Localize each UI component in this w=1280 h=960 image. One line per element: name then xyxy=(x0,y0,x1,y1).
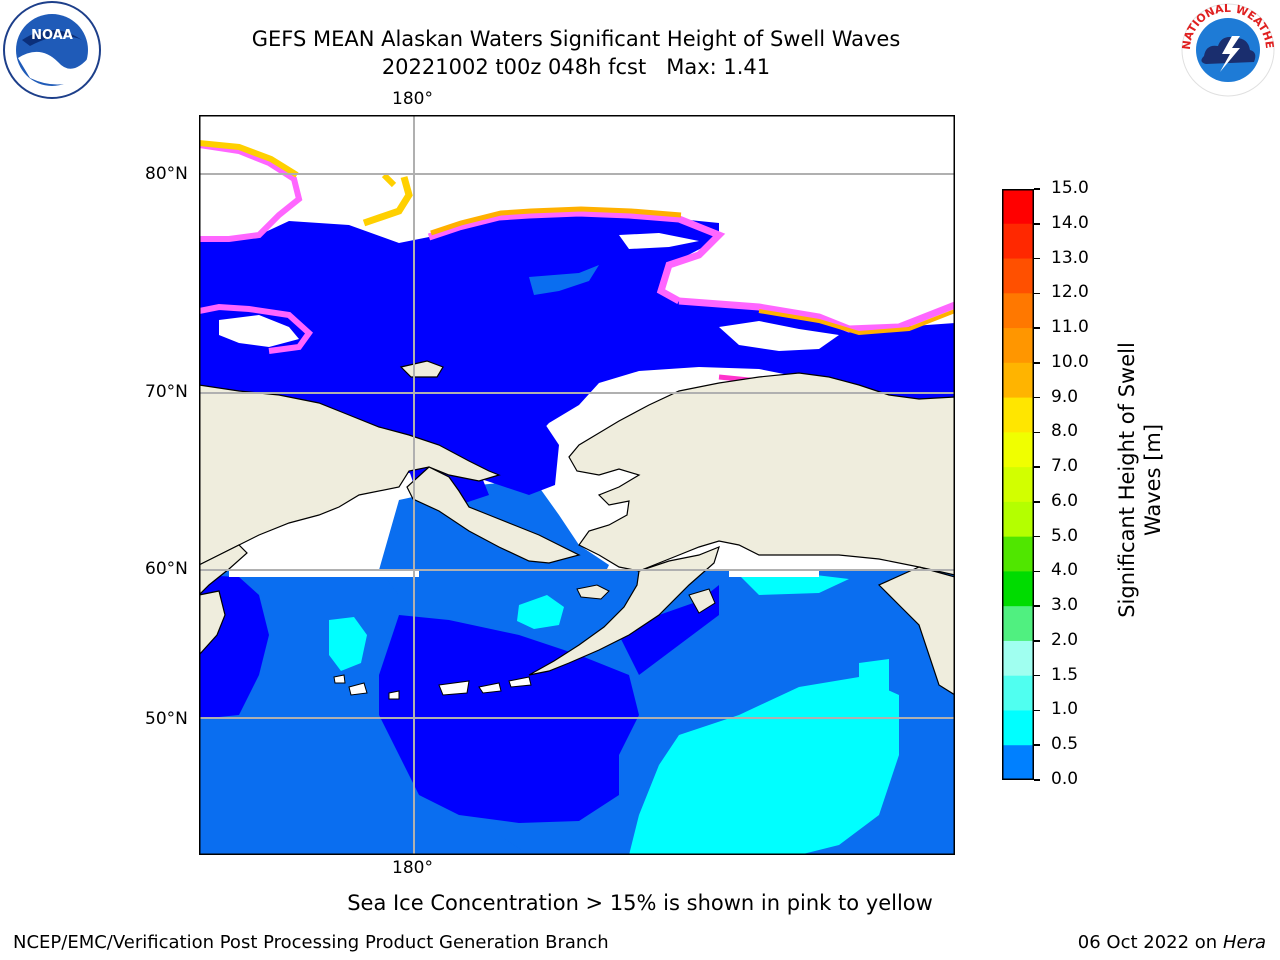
colorbar-band xyxy=(1002,362,1034,399)
colorbar-band xyxy=(1002,501,1034,538)
colorbar-band xyxy=(1002,745,1034,781)
colorbar-tick-label: 13.0 xyxy=(1051,247,1089,268)
colorbar-band xyxy=(1002,397,1034,433)
colorbar-label-line2: Waves [m] xyxy=(1141,423,1165,537)
bering-sea xyxy=(379,483,609,625)
colorbar-tick-mark xyxy=(1034,362,1040,364)
colorbar-tick-label: 3.0 xyxy=(1051,595,1079,616)
colorbar-band xyxy=(1002,328,1034,364)
colorbar-tick-label: 10.0 xyxy=(1051,351,1089,372)
graticule xyxy=(199,115,955,855)
colorbar-tick-label: 15.0 xyxy=(1051,178,1089,198)
colorbar-band xyxy=(1002,258,1034,294)
footer-date-text: 06 Oct 2022 on xyxy=(1077,932,1218,953)
colorbar-tick-mark xyxy=(1034,640,1040,642)
colorbar-band xyxy=(1002,536,1034,573)
colorbar-tick-label: 14.0 xyxy=(1051,212,1089,233)
nws-logo: NATIONAL WEATHER SERVICE xyxy=(1172,0,1280,104)
colorbar-band xyxy=(1002,189,1034,225)
colorbar-tick-label: 8.0 xyxy=(1051,421,1079,442)
colorbar-band xyxy=(1002,223,1034,260)
colorbar-band xyxy=(1002,571,1034,607)
colorbar-tick-mark xyxy=(1034,535,1040,538)
map-panel xyxy=(199,115,955,855)
colorbar-tick-label: 4.0 xyxy=(1051,560,1079,581)
colorbar-tick-mark xyxy=(1034,466,1040,468)
colorbar-tick-label: 1.5 xyxy=(1051,664,1079,685)
colorbar-tick-mark xyxy=(1034,188,1040,190)
colorbar-tick-mark xyxy=(1034,501,1040,503)
map-title: GEFS MEAN Alaskan Waters Significant Hei… xyxy=(251,27,901,51)
lat-label-60: 60°N xyxy=(145,559,188,579)
colorbar-tick-mark xyxy=(1034,605,1040,607)
colorbar-band xyxy=(1002,675,1034,712)
lat-label-50: 50°N xyxy=(145,709,188,729)
footer-host: Hera xyxy=(1222,932,1266,953)
map-subtitle: 20221002 t00z 048h fcst Max: 1.41 xyxy=(381,55,771,79)
colorbar-tick-label: 0.0 xyxy=(1051,769,1079,789)
footer-date: 06 Oct 2022 on Hera xyxy=(1078,932,1266,953)
colorbar-band xyxy=(1002,606,1034,642)
arctic-ocean xyxy=(199,213,955,475)
colorbar-tick-mark xyxy=(1034,327,1040,329)
colorbar-tick-mark xyxy=(1034,570,1040,573)
colorbar-tick-mark xyxy=(1034,779,1040,781)
siberia-land xyxy=(199,384,501,566)
noaa-logo-text: NOAA xyxy=(31,28,73,43)
colorbar-tick-mark xyxy=(1034,396,1040,399)
colorbar-tick-label: 2.0 xyxy=(1051,629,1079,650)
colorbar-tick-label: 7.0 xyxy=(1051,456,1079,477)
colorbar-label-line1: Significant Height of Swell xyxy=(1115,342,1139,618)
lon-label-bottom: 180° xyxy=(392,858,433,878)
lon-label-top: 180° xyxy=(392,89,433,109)
aleutian-islands xyxy=(333,674,532,700)
colorbar-tick-mark xyxy=(1034,744,1040,746)
colorbar-tick-label: 9.0 xyxy=(1051,386,1079,407)
colorbar-tick-mark xyxy=(1034,223,1040,225)
colorbar-band xyxy=(1002,710,1034,746)
colorbar-band xyxy=(1002,293,1034,329)
lat-label-80: 80°N xyxy=(145,164,188,184)
colorbar-tick-label: 6.0 xyxy=(1051,490,1079,511)
colorbar-tick-mark xyxy=(1034,709,1040,712)
lat-label-70: 70°N xyxy=(145,382,188,402)
sea-ice-note: Sea Ice Concentration > 15% is shown in … xyxy=(347,891,933,915)
colorbar-band xyxy=(1002,467,1034,503)
colorbar-band xyxy=(1002,640,1034,677)
colorbar-tick-mark xyxy=(1034,292,1040,295)
colorbar xyxy=(1002,189,1034,781)
colorbar-tick-label: 11.0 xyxy=(1051,317,1089,338)
colorbar-label: Significant Height of Swell Waves [m] xyxy=(1040,342,1240,618)
colorbar-ticks: 15.0 14.0 13.0 12.0 11.0 10.0 9.0 8.0 7.0 6.0 5.0 4… xyxy=(1034,178,1094,789)
footer-credit: NCEP/EMC/Verification Post Processing Pr… xyxy=(13,932,609,953)
noaa-logo: NOAA xyxy=(0,0,104,104)
colorbar-tick-label: 0.5 xyxy=(1051,734,1079,755)
colorbar-tick-label: 12.0 xyxy=(1051,282,1089,303)
colorbar-tick-mark xyxy=(1034,431,1040,434)
colorbar-tick-mark xyxy=(1034,674,1040,677)
alaska-land xyxy=(568,372,955,576)
colorbar-tick-label: 5.0 xyxy=(1051,525,1079,546)
colorbar-tick-label: 1.0 xyxy=(1051,699,1079,720)
colorbar-band xyxy=(1002,432,1034,468)
colorbar-tick-mark xyxy=(1034,257,1040,260)
